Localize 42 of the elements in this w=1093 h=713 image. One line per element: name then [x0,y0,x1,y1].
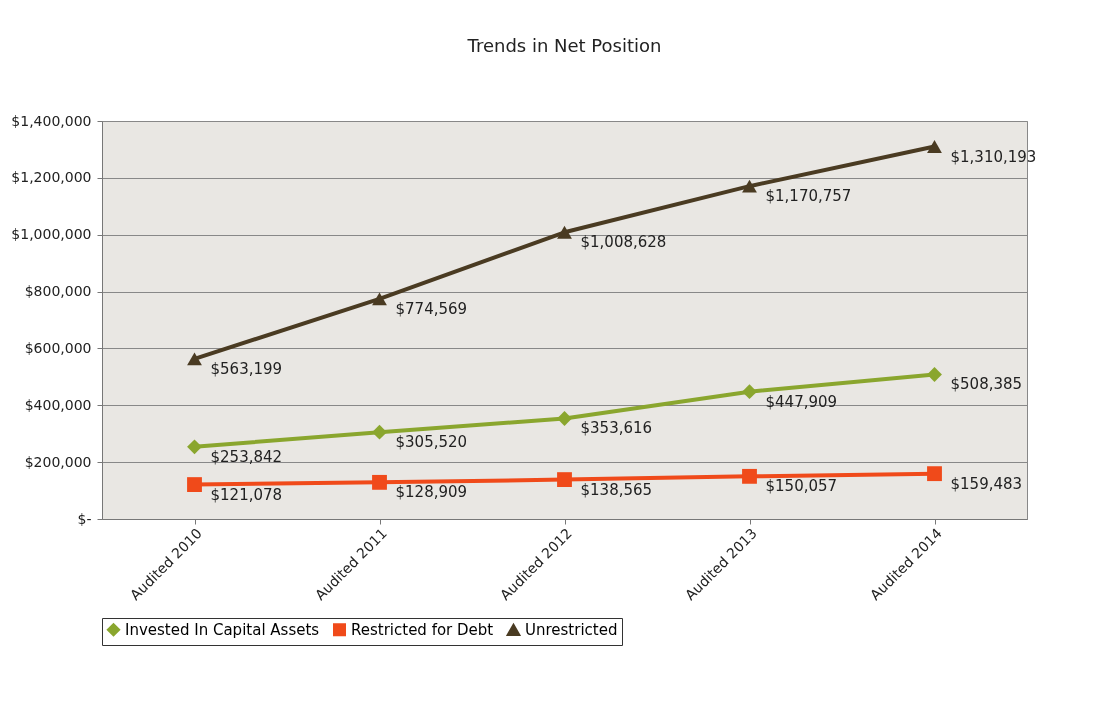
legend-label: Unrestricted [525,621,618,640]
point [557,472,572,488]
data-label: $128,909 [395,483,468,502]
point [187,352,202,366]
y-tick-label: $600,000 [24,339,92,356]
data-label: $1,170,757 [765,187,852,206]
point [557,225,572,239]
point [927,140,942,153]
point [557,411,572,426]
point [927,466,942,482]
legend-label: Restricted for Debt [351,620,494,639]
y-tick-label: $800,000 [24,283,92,300]
data-label: $508,385 [950,375,1023,394]
point [927,367,942,382]
point [742,179,757,193]
chart-title: Trends in Net Position [466,35,662,56]
point [187,477,202,492]
data-label: $138,565 [580,480,653,499]
y-tick-label: $200,000 [24,453,92,470]
data-label: $774,569 [395,299,468,318]
data-label: $253,842 [210,447,283,466]
data-label: $447,909 [765,392,838,411]
y-tick-label: $1,400,000 [11,112,92,129]
point [742,468,757,484]
data-label: $1,310,193 [950,147,1037,166]
y-tick-label: $1,000,000 [11,226,92,243]
point [372,474,387,490]
y-tick-label: $- [77,510,92,527]
data-label: $159,483 [950,474,1023,493]
data-label: $563,199 [210,359,283,378]
y-tick-label: $400,000 [24,396,92,413]
point [372,292,387,306]
data-label: $353,616 [580,419,653,438]
legend-label: Invested In Capital Assets [125,620,320,639]
y-tick-label: $1,200,000 [11,169,92,186]
data-label: $121,078 [210,485,283,504]
data-label: $305,520 [395,433,468,452]
data-label: $150,057 [765,477,838,496]
data-label: $1,008,628 [580,233,667,252]
point [187,439,202,455]
point [372,424,387,440]
point [742,384,757,400]
